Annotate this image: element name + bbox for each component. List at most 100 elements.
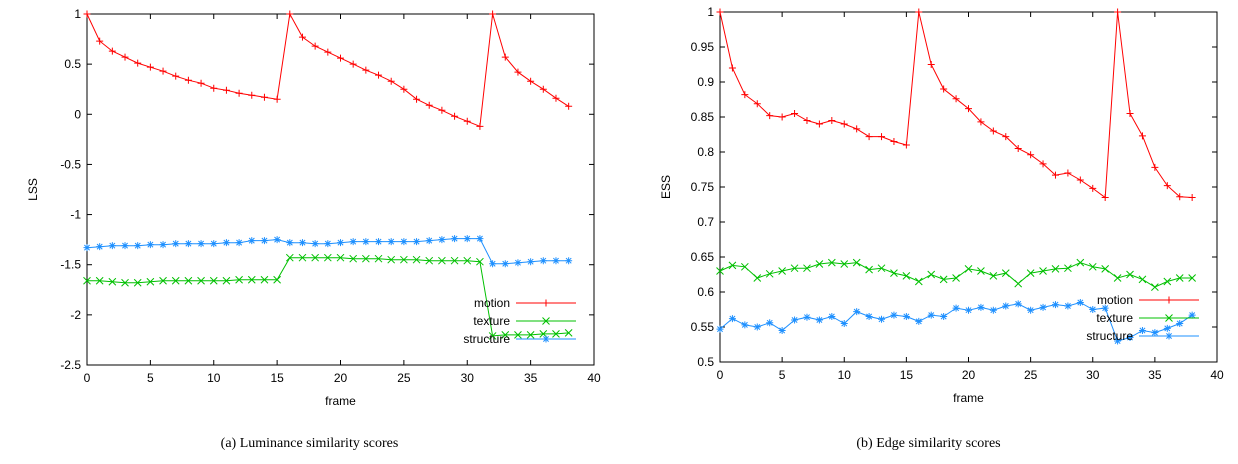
chart1-x-tick-label: 40	[1210, 368, 1224, 382]
chart0-texture-point	[501, 331, 510, 339]
chart-luminance-svg: 0 5 10 15 20 25 30 35 40 -2.5 -2 -1.5 -1 -0.5 0 0.5 1 fra…	[26, 7, 601, 408]
chart1-motion-point	[803, 117, 811, 124]
chart0-y-tick-label: -2	[70, 308, 81, 322]
chart1-texture-point	[877, 264, 886, 273]
chart0-structure-point	[286, 239, 294, 247]
chart0-motion-point	[349, 60, 357, 68]
chart1-texture-point	[927, 270, 936, 279]
chart1-texture-point	[1113, 274, 1122, 282]
chart1-texture-point	[765, 269, 774, 278]
chart0-motion-point	[298, 33, 306, 41]
chart0-series-texture	[83, 253, 573, 340]
chart0-texture-point	[197, 276, 205, 285]
chart0-texture-point	[285, 253, 294, 262]
chart1-structure-point	[940, 313, 948, 320]
chart0-texture-point	[83, 276, 91, 285]
chart0-structure-point	[184, 240, 192, 248]
chart1-motion-point	[1002, 133, 1010, 141]
chart0-structure-point	[527, 258, 535, 266]
chart1-legend-label-texture: texture	[1096, 311, 1133, 325]
chart0-x-tick-label: 10	[207, 371, 221, 385]
chart1-structure-point	[965, 306, 972, 314]
chart0-motion-point	[501, 53, 509, 61]
chart1-texture-point	[1101, 265, 1110, 273]
chart0-structure-point	[235, 239, 243, 247]
chart1-structure-point	[1188, 311, 1196, 319]
chart1-structure-point	[1176, 320, 1184, 327]
chart1-structure-point	[1076, 299, 1084, 306]
chart1-motion-point	[1126, 110, 1134, 117]
chart1-structure-point	[1064, 302, 1072, 310]
chart1-texture-point	[803, 264, 811, 273]
chart0-structure-point	[298, 239, 306, 247]
chart1-y-tick-label: 1	[707, 5, 714, 19]
chart1-structure-point	[927, 311, 935, 319]
chart1-motion-point	[1188, 194, 1196, 201]
chart1-x-tick-label: 5	[779, 368, 786, 382]
chart1-structure-point	[828, 313, 836, 320]
chart0-structure-point	[362, 238, 370, 246]
chart1-x-tick-label: 0	[717, 368, 724, 382]
chart1-y-tick-label: 0.65	[691, 250, 715, 264]
chart1-series-motion	[716, 8, 1196, 201]
chart1-structure-point	[989, 306, 997, 314]
chart1-motion-point	[1151, 163, 1159, 171]
chart1-motion-point	[1101, 194, 1109, 201]
chart0-motion-point	[565, 102, 573, 110]
chart0-structure-point	[552, 257, 560, 265]
chart0-structure-point	[172, 240, 180, 248]
chart1-structure-point	[815, 316, 823, 324]
chart1-motion-point	[1076, 176, 1084, 184]
chart0-motion-point	[438, 106, 446, 114]
chart0-legend-marker-texture	[542, 317, 550, 325]
chart1-texture-point	[1126, 270, 1134, 279]
chart1-structure-point	[728, 315, 736, 323]
chart0-motion-point	[184, 76, 192, 84]
chart1-x-tick-label: 30	[1086, 368, 1100, 382]
chart0-structure-point	[248, 237, 256, 245]
chart1-texture-point	[840, 260, 849, 268]
chart1-motion-point	[865, 133, 873, 141]
chart0-structure-point	[413, 238, 421, 246]
chart1-texture-point	[790, 264, 799, 273]
chart1-structure-point	[1039, 303, 1047, 311]
chart1-structure-point	[1101, 304, 1109, 312]
chart0-legend-marker-motion	[542, 299, 550, 307]
chart0-series-motion	[83, 10, 573, 130]
chart0-legend-label-texture: texture	[473, 314, 510, 328]
chart0-motion-point	[463, 117, 471, 125]
chart0-texture-point	[311, 253, 320, 262]
chart1-motion-point	[840, 120, 848, 128]
chart1-y-tick-label: 0.9	[697, 75, 714, 89]
chart0-x-tick-label: 30	[461, 371, 475, 385]
chart1-motion-point	[1064, 169, 1072, 177]
chart1-texture-point	[939, 275, 948, 284]
chart1-texture-point	[1001, 269, 1010, 277]
chart0-structure-point	[273, 236, 281, 244]
chart1-structure-point	[1014, 300, 1022, 308]
chart1-y-tick-label: 0.8	[697, 145, 714, 159]
chart0-motion-point	[210, 84, 218, 92]
chart0-texture-point	[349, 254, 358, 263]
chart1-x-tick-label: 35	[1148, 368, 1162, 382]
chart1-structure-point	[716, 325, 724, 333]
chart1-motion-point	[977, 118, 985, 126]
chart1-structure-point	[902, 313, 910, 320]
chart0-motion-point	[159, 67, 167, 75]
chart0-texture-point	[400, 255, 408, 264]
chart1-motion-point	[1039, 160, 1047, 168]
chart1-structure-point	[865, 313, 873, 320]
chart0-x-tick-label: 40	[587, 371, 601, 385]
chart0-texture-point	[235, 275, 243, 284]
chart0-texture-point	[184, 276, 193, 285]
chart0-structure-point	[400, 238, 408, 246]
chart1-series-texture	[716, 258, 1197, 291]
chart1-structure-point	[1027, 306, 1035, 314]
chart1-texture-point	[852, 258, 861, 267]
chart0-motion-point	[552, 94, 560, 102]
chart0-texture-point	[260, 275, 269, 284]
chart1-y-tick-label: 0.55	[691, 320, 715, 334]
chart0-texture-point	[488, 332, 497, 340]
chart0-motion-point	[260, 93, 268, 101]
chart0-structure-point	[387, 238, 395, 246]
